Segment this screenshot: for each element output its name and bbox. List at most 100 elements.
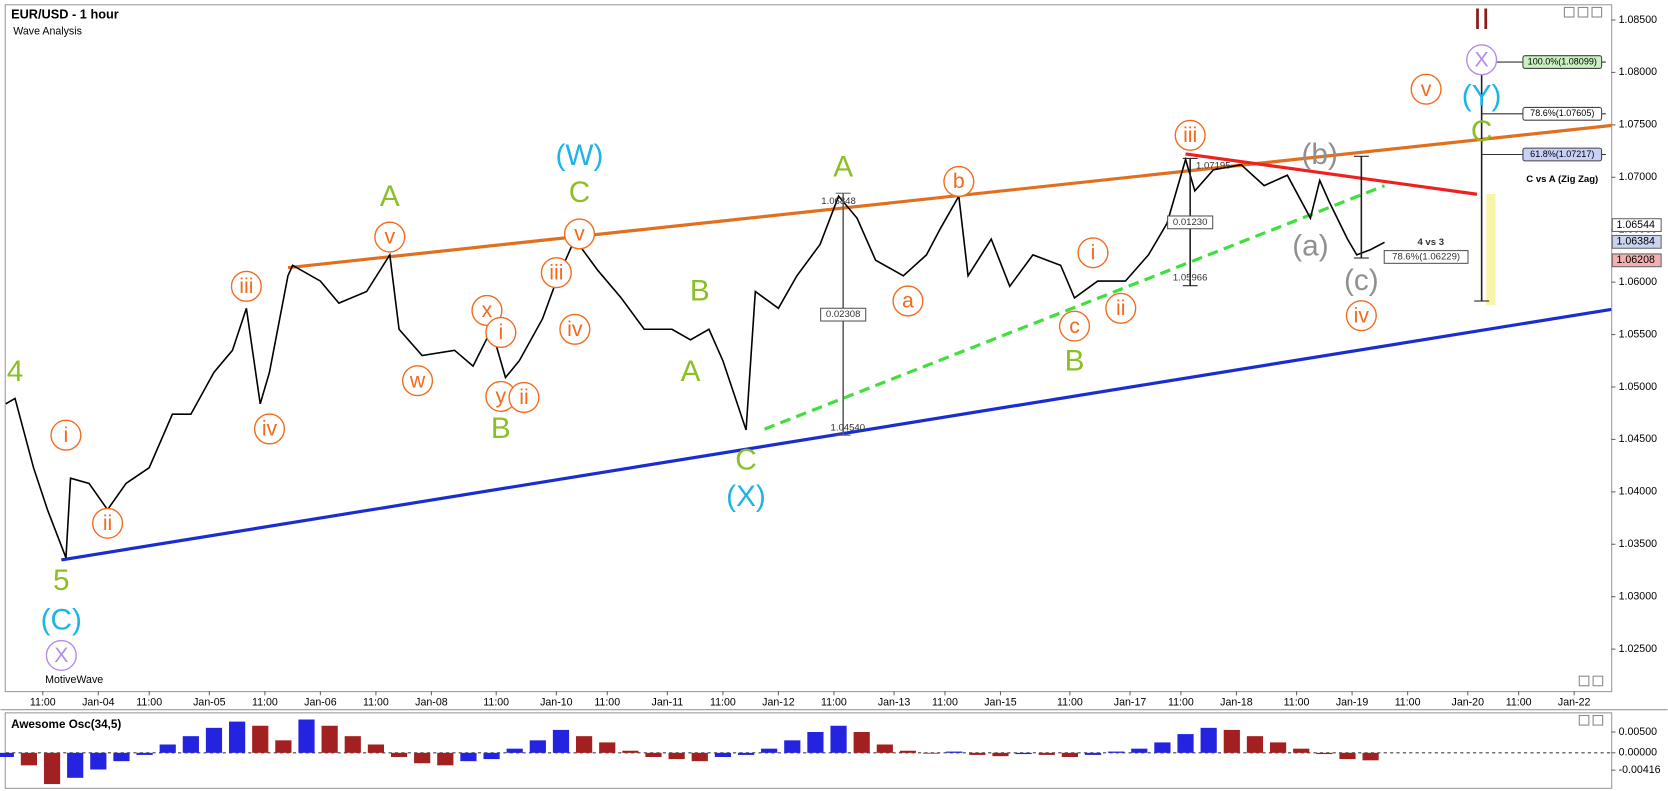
button[interactable] [1563, 6, 1575, 18]
button[interactable] [1591, 6, 1603, 18]
wave-label: II [1473, 3, 1490, 36]
y-tick-label: 1.03000 [1619, 591, 1657, 603]
osc-bar [43, 752, 61, 785]
x-tick-label: Jan-19 [1336, 697, 1369, 709]
note: 1.07195 [1196, 160, 1231, 171]
button[interactable] [1592, 714, 1604, 726]
wave-circle [1058, 310, 1091, 342]
button[interactable] [1577, 6, 1589, 18]
osc-bar [761, 748, 778, 753]
osc-y-tick-label: -0.00416 [1619, 764, 1661, 776]
price-panel [4, 4, 1613, 693]
osc-bar [1108, 751, 1125, 753]
y-tick-label: 1.08500 [1619, 14, 1657, 26]
fib-note: C vs A (Zig Zag) [1526, 174, 1598, 185]
x-tick-label: 11:00 [932, 697, 958, 709]
wave-circle [401, 365, 434, 397]
wave-circle [1345, 300, 1377, 332]
x-tick-label: 11:00 [1395, 697, 1421, 709]
osc-y-tick-label: 0.00500 [1619, 726, 1657, 738]
osc-bar [645, 752, 662, 757]
x-tick-label: Jan-13 [878, 697, 911, 709]
note: 1.04540 [831, 422, 866, 433]
osc-bar [136, 752, 153, 755]
osc-bar [390, 752, 408, 757]
y-tick-label: 1.04000 [1619, 486, 1657, 498]
osc-bar [205, 727, 223, 753]
wave-label: C [735, 443, 757, 476]
price-tag [1611, 253, 1662, 268]
wave-circle [91, 507, 124, 539]
y-tick-label: 1.06000 [1619, 276, 1657, 288]
chart-title: EUR/USD - 1 hour [11, 6, 119, 21]
x-tick-label: Jan-20 [1452, 697, 1485, 709]
note: 0.02308 [826, 309, 861, 320]
trendline [1185, 152, 1478, 196]
button[interactable] [1592, 675, 1604, 687]
wave-circle [45, 639, 77, 671]
price-tag-label: 1.06544 [1616, 219, 1654, 231]
osc-bar [113, 752, 130, 762]
chart-subtitle: Wave Analysis [13, 26, 82, 38]
wave-label: iii [1183, 123, 1197, 147]
wave-label: a [902, 289, 914, 313]
osc-bar [1154, 742, 1171, 753]
y-tick-label: 1.03500 [1619, 538, 1657, 550]
osc-bar [367, 744, 385, 753]
osc-bar [67, 752, 84, 778]
wave-circle [1105, 292, 1137, 324]
x-tick-label: Jan-04 [82, 697, 115, 709]
osc-bar [853, 732, 870, 753]
note: 4 vs 3 [1417, 237, 1444, 248]
wave-label: iii [549, 260, 563, 284]
osc-bar [229, 721, 246, 753]
panel-buttons[interactable] [1563, 6, 1604, 726]
highlight-band [1486, 194, 1496, 306]
fib-label: 100.0%(1.08099) [1528, 56, 1597, 66]
osc-bar [460, 752, 477, 762]
osc-bar [1293, 748, 1310, 753]
osc-bar [0, 752, 14, 757]
button[interactable] [1578, 675, 1590, 687]
wave-label: 5 [53, 564, 70, 597]
wave-circle [374, 221, 406, 253]
osc-bar [437, 752, 454, 766]
osc-bar [807, 732, 824, 753]
osc-bar [922, 752, 940, 754]
osc-bar [691, 752, 708, 762]
osc-bar [1339, 752, 1356, 760]
x-tick-label: 11:00 [1168, 697, 1194, 709]
wave-circle [943, 165, 975, 198]
wave-circle [485, 316, 517, 349]
wave-label: C [1471, 115, 1493, 148]
wave-circle [563, 218, 596, 250]
fib-label: 78.6%(1.07605) [1530, 108, 1594, 118]
button[interactable] [1578, 714, 1590, 726]
note: 0.01230 [1173, 217, 1208, 228]
osc-bar [714, 752, 731, 757]
osc-bar [414, 752, 431, 764]
osc-bar [599, 742, 616, 753]
note: 1.06848 [821, 196, 856, 207]
y-tick-label: 1.04500 [1619, 433, 1657, 445]
fib-label-box [1522, 106, 1603, 121]
x-tick-label: Jan-06 [304, 697, 337, 709]
wave-label: A [380, 180, 400, 213]
osc-bar [1131, 748, 1148, 753]
trendline [287, 123, 1612, 270]
wave-label: B [690, 274, 710, 307]
fib-label-box [1522, 147, 1603, 162]
note: 1.05966 [1173, 272, 1208, 283]
osc-bar [321, 725, 338, 753]
osc-bar [159, 744, 176, 753]
trendline [763, 184, 1386, 431]
osc-bar [1038, 752, 1055, 755]
x-tick-label: 11:00 [710, 697, 736, 709]
osc-bar [344, 736, 361, 753]
x-tick-label: Jan-05 [193, 697, 226, 709]
x-tick-label: 11:00 [1284, 697, 1310, 709]
x-tick-label: 11:00 [30, 697, 56, 709]
osc-bar [1246, 736, 1264, 753]
y-tick-label: 1.07500 [1619, 119, 1657, 131]
x-tick-label: Jan-08 [415, 697, 448, 709]
